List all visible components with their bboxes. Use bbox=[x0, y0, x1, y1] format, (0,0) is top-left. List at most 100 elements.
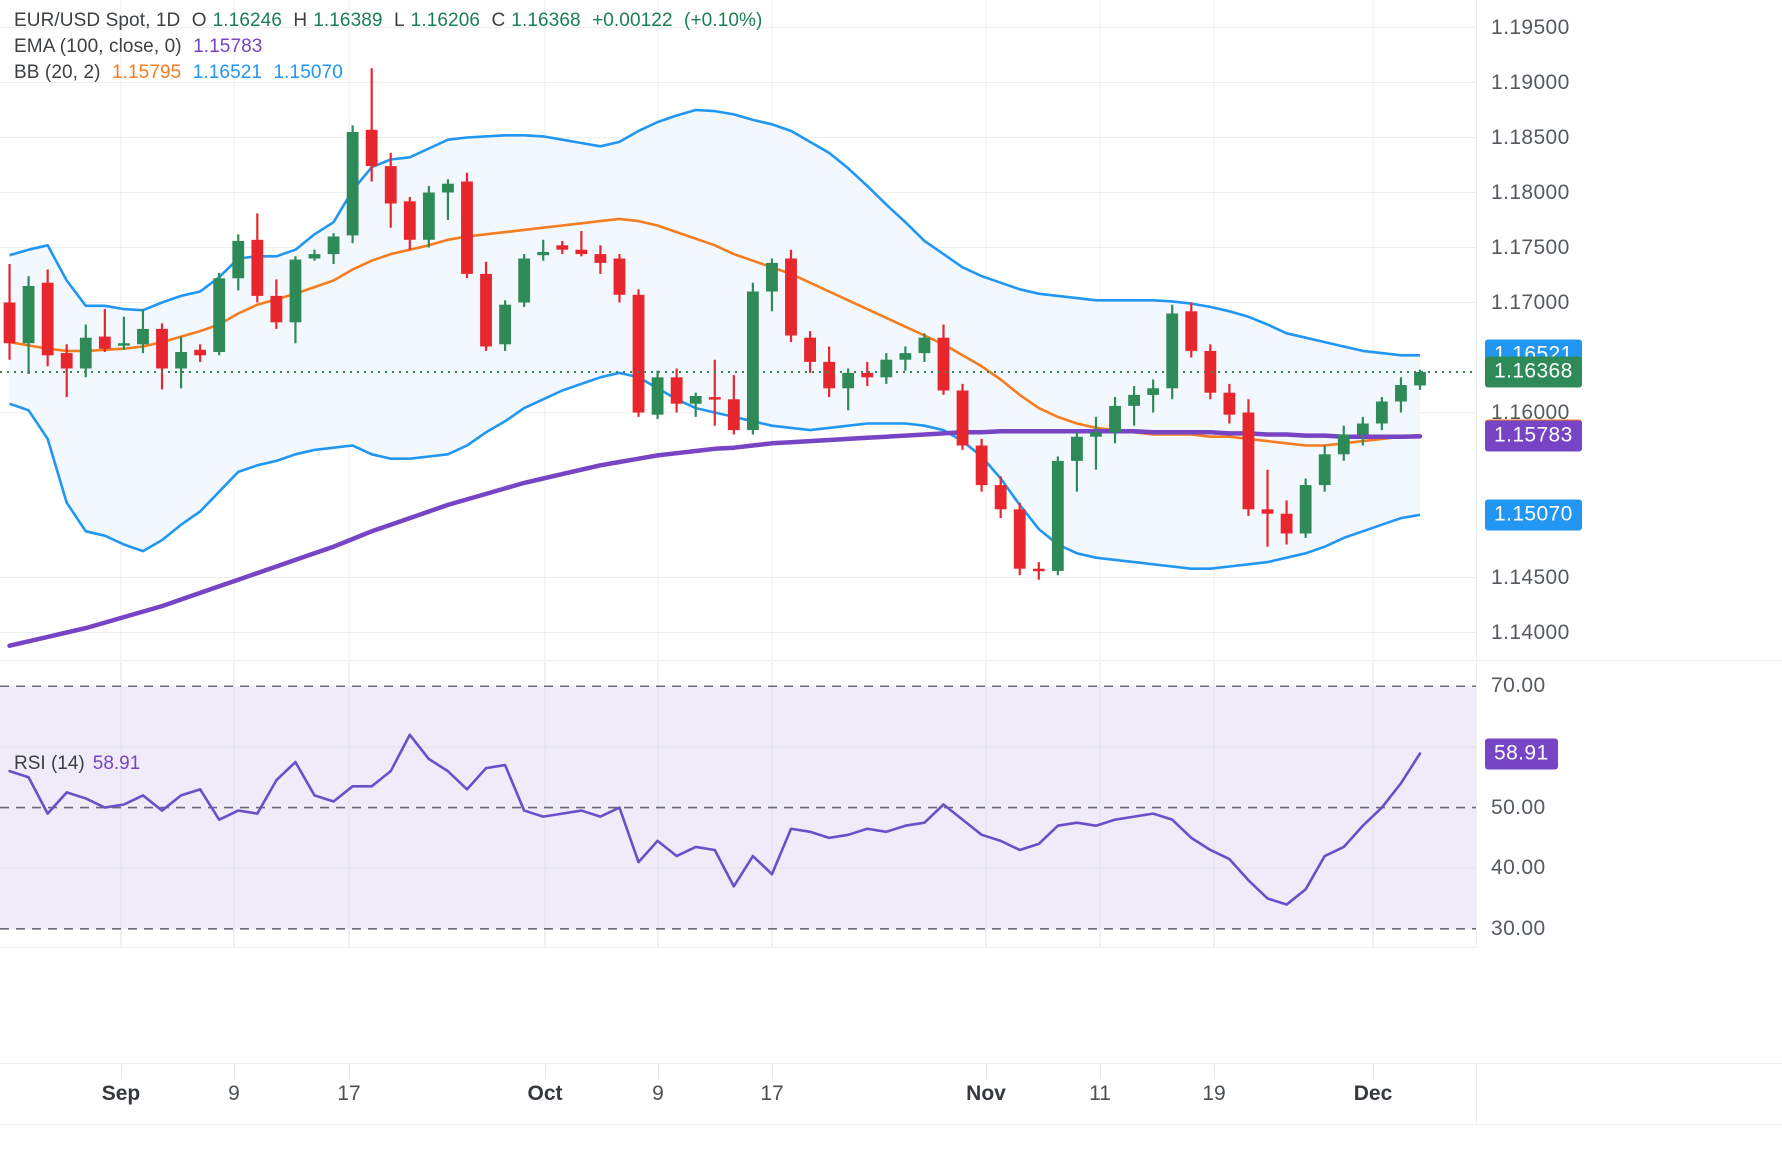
candle-body bbox=[651, 377, 664, 415]
candle-body bbox=[1051, 460, 1064, 571]
rsi-axis-tick: 30.00 bbox=[1491, 916, 1546, 940]
candle-body bbox=[365, 129, 378, 167]
symbol-ohlc-row: EUR/USD Spot, 1D O 1.16246 H 1.16389 L 1.16… bbox=[14, 8, 768, 34]
change-percent: (+0.10%) bbox=[684, 10, 763, 31]
price-axis[interactable]: 1.19500 1.19000 1.18500 1.18000 1.17500 1.170… bbox=[1476, 0, 1782, 660]
candle-body bbox=[918, 337, 931, 354]
ema-legend-row[interactable]: EMA (100, close, 0) 1.15783 bbox=[14, 34, 768, 60]
candle-body bbox=[346, 132, 359, 236]
time-axis-tickmark bbox=[1100, 1064, 1101, 1078]
high-label: H bbox=[293, 10, 308, 31]
low-label: L bbox=[394, 10, 405, 31]
price-legend: EUR/USD Spot, 1D O 1.16246 H 1.16389 L 1.16… bbox=[14, 8, 768, 86]
time-axis-tickmark bbox=[658, 1064, 659, 1078]
time-axis[interactable]: Sep 9 17 Oct 9 17 Nov 11 19 Dec bbox=[0, 1063, 1476, 1125]
candle-body bbox=[689, 396, 702, 404]
rsi-legend[interactable]: RSI (14) 58.91 bbox=[14, 752, 140, 776]
close-label: C bbox=[491, 10, 506, 31]
candle-body bbox=[232, 240, 245, 279]
candle-body bbox=[766, 262, 778, 292]
candle-body bbox=[632, 294, 645, 413]
ema-value: 1.15783 bbox=[193, 36, 263, 57]
time-axis-tickmark bbox=[234, 1064, 235, 1078]
time-axis-label: Dec bbox=[1353, 1082, 1393, 1105]
bollinger-band-fill bbox=[9, 110, 1420, 569]
candle-body bbox=[1414, 372, 1426, 386]
candle-body bbox=[1261, 509, 1274, 514]
price-axis-tick: 1.14500 bbox=[1491, 565, 1570, 589]
candle-body bbox=[1395, 385, 1407, 402]
candle-body bbox=[1032, 568, 1045, 572]
candle-body bbox=[785, 258, 797, 336]
open-label: O bbox=[191, 10, 207, 31]
candle-body bbox=[289, 259, 302, 323]
ema-100-line bbox=[7, 428, 1423, 648]
candle-body bbox=[327, 236, 340, 255]
rsi-axis-tick: 50.00 bbox=[1491, 795, 1546, 819]
price-axis-tick: 1.17000 bbox=[1491, 290, 1570, 314]
time-axis-label: 11 bbox=[1089, 1082, 1111, 1105]
rsi-label: RSI (14) bbox=[14, 753, 85, 774]
rsi-value-pill[interactable]: 58.91 bbox=[1485, 738, 1558, 769]
candle-body bbox=[842, 372, 855, 389]
bb-lower-value: 1.15070 bbox=[273, 62, 343, 83]
rsi-chart-pane[interactable] bbox=[0, 662, 1476, 947]
candle-body bbox=[403, 201, 416, 240]
candle-body bbox=[1109, 405, 1121, 433]
candle-body bbox=[670, 377, 683, 404]
candle-body bbox=[175, 352, 187, 369]
candle-body bbox=[823, 361, 836, 389]
candle-body bbox=[1166, 313, 1179, 389]
time-axis-label: Oct bbox=[527, 1082, 563, 1105]
lower-spacer bbox=[0, 947, 1782, 1063]
price-axis-tick: 1.19500 bbox=[1491, 15, 1570, 39]
last-price-pill[interactable]: 1.16368 bbox=[1485, 356, 1582, 388]
candle-body bbox=[956, 390, 969, 446]
candle-body bbox=[1185, 311, 1198, 351]
candle-body bbox=[213, 278, 226, 352]
bb-lower-pill[interactable]: 1.15070 bbox=[1485, 499, 1582, 531]
candle-body bbox=[708, 397, 721, 400]
time-axis-label: Sep bbox=[101, 1082, 141, 1105]
symbol-label[interactable]: EUR/USD Spot, 1D bbox=[14, 10, 181, 31]
candle-body bbox=[1223, 392, 1236, 415]
candle-body bbox=[537, 251, 550, 256]
candle-body bbox=[251, 239, 264, 296]
price-chart-pane[interactable] bbox=[0, 0, 1476, 660]
time-axis-label: 17 bbox=[760, 1082, 784, 1105]
candle-body bbox=[575, 249, 588, 255]
candle-body bbox=[422, 192, 435, 240]
candle-body bbox=[899, 353, 912, 360]
ema-pill[interactable]: 1.15783 bbox=[1485, 420, 1582, 452]
candle-body bbox=[137, 328, 149, 345]
candle-body bbox=[1204, 350, 1217, 393]
change-value: +0.00122 bbox=[592, 10, 673, 31]
bb-upper-value: 1.16521 bbox=[192, 62, 263, 83]
candle-body bbox=[3, 302, 16, 344]
time-axis-tickmark bbox=[986, 1064, 987, 1078]
candle-body bbox=[308, 254, 321, 259]
candle-body bbox=[117, 343, 130, 346]
open-value: 1.16246 bbox=[212, 10, 282, 31]
time-axis-label: 9 bbox=[652, 1082, 664, 1105]
candle-body bbox=[804, 337, 816, 362]
rsi-axis-tick: 40.00 bbox=[1491, 856, 1546, 880]
bb-legend-row[interactable]: BB (20, 2) 1.15795 1.16521 1.15070 bbox=[14, 60, 768, 86]
bb-label: BB (20, 2) bbox=[14, 62, 101, 83]
price-axis-tick: 1.19000 bbox=[1491, 70, 1570, 94]
candle-body bbox=[461, 181, 473, 274]
close-value: 1.16368 bbox=[511, 10, 581, 31]
candle-body bbox=[60, 353, 73, 369]
time-axis-tickmark bbox=[1214, 1064, 1215, 1078]
candle-body bbox=[1242, 412, 1255, 510]
candle-body bbox=[480, 273, 492, 347]
candle-body bbox=[98, 336, 111, 349]
candle-body bbox=[22, 286, 35, 344]
candle-body bbox=[1318, 454, 1331, 486]
price-axis-tick: 1.18500 bbox=[1491, 125, 1570, 149]
candle-body bbox=[975, 445, 988, 486]
candle-body bbox=[518, 258, 531, 303]
candle-body bbox=[384, 166, 397, 204]
